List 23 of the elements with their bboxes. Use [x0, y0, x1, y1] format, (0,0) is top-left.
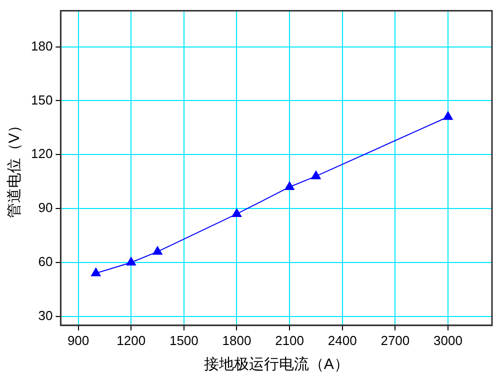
x-tick-label: 1800	[222, 332, 252, 348]
x-tick-label: 1500	[169, 332, 198, 348]
x-tick-label: 3000	[434, 332, 462, 348]
y-axis-title: 管道电位（V）	[6, 118, 24, 218]
x-tick-label: 2100	[275, 332, 304, 348]
x-axis-title: 接地极运行电流（A）	[204, 356, 349, 374]
y-tick-label: 150	[30, 92, 53, 108]
y-tick-label: 30	[38, 308, 53, 323]
x-tick-label: 1200	[116, 332, 146, 348]
point	[232, 208, 242, 217]
x-tick-label: 900	[67, 332, 90, 348]
y-tick-label: 90	[38, 200, 53, 216]
x-tick-label: 2700	[380, 332, 410, 348]
x-tick-label: 2400	[328, 332, 357, 348]
point	[91, 268, 101, 276]
point	[311, 170, 321, 180]
point	[443, 111, 453, 120]
point	[126, 256, 136, 266]
point	[152, 246, 162, 255]
y-tick-label: 180	[30, 38, 53, 54]
y-tick-label: 60	[38, 254, 53, 270]
y-tick-label: 120	[30, 146, 53, 162]
point	[284, 181, 294, 190]
